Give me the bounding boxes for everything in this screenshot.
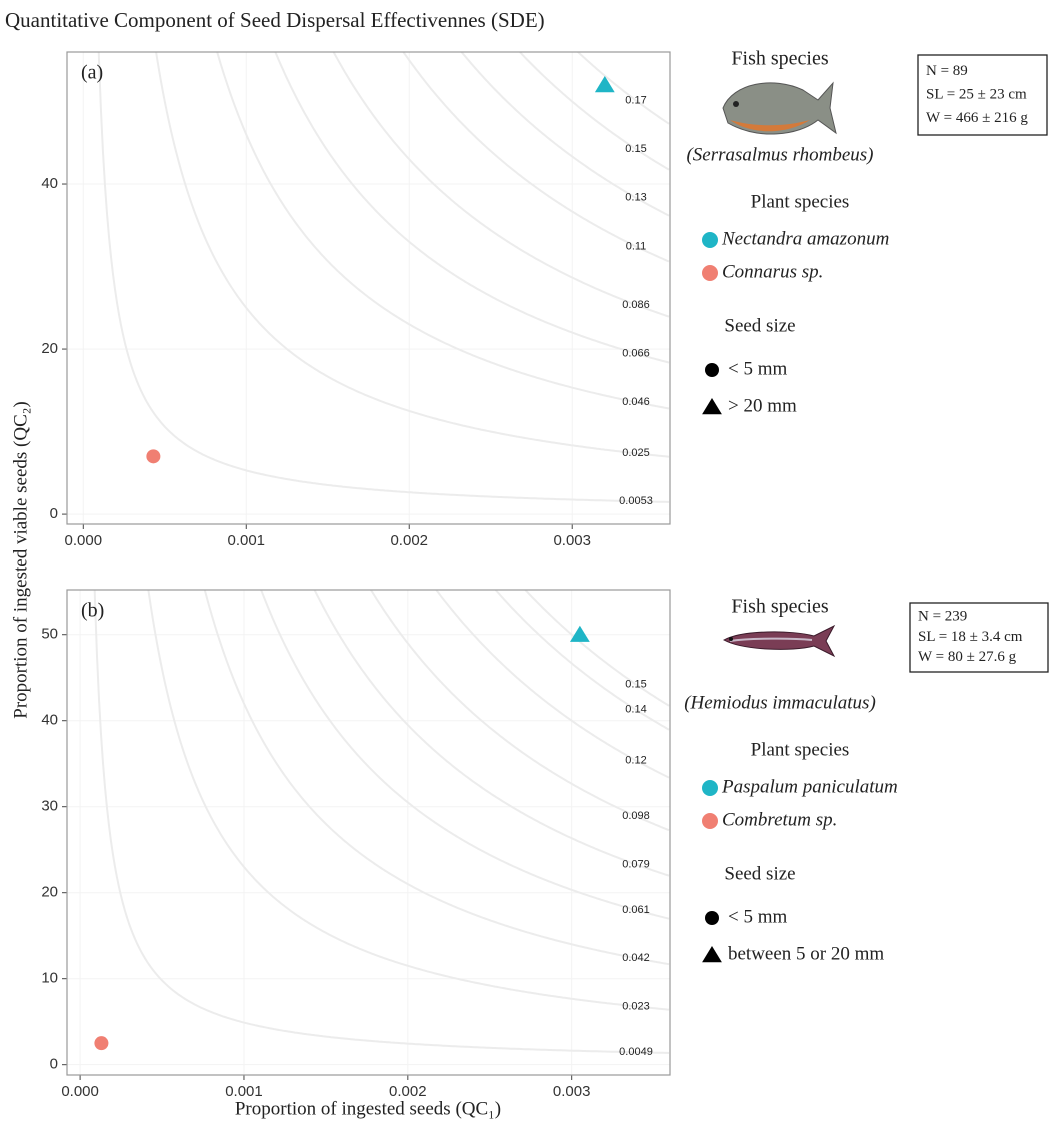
fish-stat: SL = 18 ± 3.4 cm xyxy=(918,629,1023,645)
x-tick-label: 0.000 xyxy=(65,532,103,549)
y-tick-label: 20 xyxy=(41,884,58,901)
legend-key xyxy=(702,813,718,829)
legend-key xyxy=(702,265,718,281)
y-tick-label: 40 xyxy=(41,175,58,192)
legend-label: Combretum sp. xyxy=(722,809,837,830)
fish-stat: SL = 25 ± 23 cm xyxy=(926,86,1027,102)
x-tick-label: 0.003 xyxy=(553,1083,591,1100)
shape-legend-key xyxy=(705,363,719,377)
shape-legend-label: between 5 or 20 mm xyxy=(728,943,884,964)
fish-stat: N = 89 xyxy=(926,63,968,79)
contour-label: 0.13 xyxy=(625,192,646,204)
data-point xyxy=(146,449,160,463)
shape-legend-title: Seed size xyxy=(724,315,795,336)
x-tick-label: 0.002 xyxy=(390,532,428,549)
contour-label: 0.079 xyxy=(622,858,650,870)
contour-label: 0.046 xyxy=(622,396,650,408)
x-tick-label: 0.003 xyxy=(553,532,591,549)
contour-label: 0.098 xyxy=(622,810,650,822)
contour-label: 0.061 xyxy=(622,904,650,916)
contour-label: 0.14 xyxy=(625,704,646,716)
legend-label: Nectandra amazonum xyxy=(721,228,889,249)
y-tick-label: 0 xyxy=(50,1056,58,1073)
shape-legend-label: < 5 mm xyxy=(728,358,787,379)
fish-illustration xyxy=(724,626,834,656)
contour-label: 0.066 xyxy=(622,347,650,359)
plot-background xyxy=(67,590,670,1075)
fish-illustration xyxy=(723,83,836,134)
legend-label: Paspalum paniculatum xyxy=(721,776,898,797)
contour-label: 0.023 xyxy=(622,1000,650,1012)
x-tick-label: 0.002 xyxy=(389,1083,427,1100)
panel-label: (b) xyxy=(81,600,104,622)
legend-label: Connarus sp. xyxy=(722,261,823,282)
shape-legend-label: < 5 mm xyxy=(728,906,787,927)
contour-label: 0.11 xyxy=(626,240,647,252)
y-tick-label: 30 xyxy=(41,798,58,815)
legend-title: Plant species xyxy=(751,191,850,212)
legend-key xyxy=(702,232,718,248)
y-tick-label: 50 xyxy=(41,626,58,643)
contour-label: 0.0053 xyxy=(619,495,653,507)
panel-label: (a) xyxy=(81,62,103,84)
y-tick-label: 0 xyxy=(50,505,58,522)
legend-key xyxy=(702,780,718,796)
shape-legend-title: Seed size xyxy=(724,863,795,884)
contour-label: 0.042 xyxy=(622,952,650,964)
shape-legend-key xyxy=(705,911,719,925)
x-axis-label: Proportion of ingested seeds (QC₁) xyxy=(235,1098,501,1119)
data-point xyxy=(94,1036,108,1050)
y-tick-label: 40 xyxy=(41,712,58,729)
fish-heading: Fish species xyxy=(731,596,828,618)
shape-legend-key xyxy=(702,946,722,962)
contour-label: 0.0049 xyxy=(619,1046,653,1058)
contour-label: 0.17 xyxy=(625,94,646,106)
y-axis-label: Proportion of ingested viable seeds (QC₂… xyxy=(10,401,31,718)
x-tick-label: 0.001 xyxy=(227,532,265,549)
contour-label: 0.086 xyxy=(622,299,650,311)
fish-species: (Hemiodus immaculatus) xyxy=(684,692,876,713)
contour-label: 0.025 xyxy=(622,447,650,459)
fish-species: (Serrasalmus rhombeus) xyxy=(686,144,873,165)
contour-label: 0.15 xyxy=(625,143,646,155)
y-tick-label: 10 xyxy=(41,970,58,987)
figure-title: Quantitative Component of Seed Dispersal… xyxy=(5,8,545,32)
x-tick-label: 0.000 xyxy=(61,1083,99,1100)
legend-title: Plant species xyxy=(751,739,850,760)
contour-label: 0.12 xyxy=(625,754,646,766)
shape-legend-key xyxy=(702,398,722,414)
fish-stat: W = 80 ± 27.6 g xyxy=(918,649,1017,665)
shape-legend-label: > 20 mm xyxy=(728,395,797,416)
figure: Quantitative Component of Seed Dispersal… xyxy=(0,0,1055,1127)
fish-heading: Fish species xyxy=(731,48,828,70)
y-tick-label: 20 xyxy=(41,340,58,357)
contour-label: 0.15 xyxy=(625,678,646,690)
fish-stat: W = 466 ± 216 g xyxy=(926,110,1028,126)
fish-stat: N = 239 xyxy=(918,609,967,625)
x-tick-label: 0.001 xyxy=(225,1083,263,1100)
